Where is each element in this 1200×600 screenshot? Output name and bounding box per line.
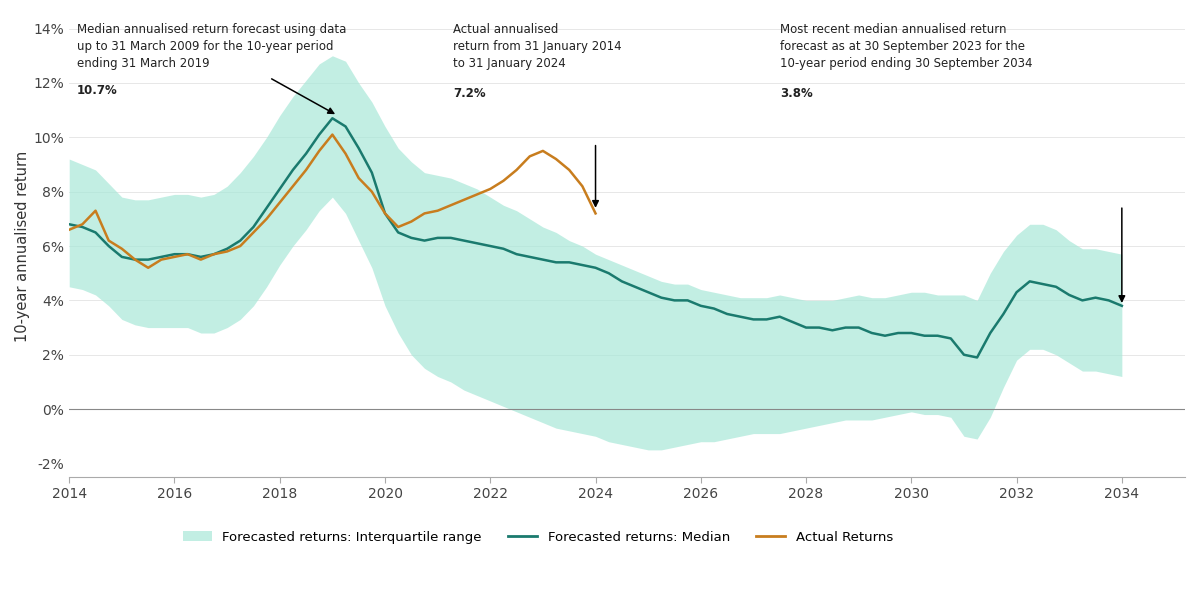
Text: 3.8%: 3.8% [780, 87, 812, 100]
Actual Returns [246, 229, 260, 236]
Line: Actual Returns: Actual Returns [70, 134, 595, 268]
Actual Returns [233, 242, 247, 250]
Actual Returns [365, 188, 379, 195]
Forecasted returns: Median: (2.03e+03, 0.034): Median: (2.03e+03, 0.034) [733, 313, 748, 320]
Actual Returns [535, 147, 550, 154]
Forecasted returns: Median: (2.01e+03, 0.068): Median: (2.01e+03, 0.068) [62, 221, 77, 228]
Actual Returns [299, 166, 313, 173]
Actual Returns [220, 248, 234, 255]
Actual Returns [470, 191, 485, 198]
Actual Returns [154, 256, 168, 263]
Y-axis label: 10-year annualised return: 10-year annualised return [14, 151, 30, 341]
Actual Returns [509, 166, 523, 173]
Actual Returns [312, 147, 326, 154]
Forecasted returns: Median: (2.03e+03, 0.019): Median: (2.03e+03, 0.019) [970, 354, 984, 361]
Actual Returns [193, 256, 208, 263]
Actual Returns [115, 245, 130, 253]
Forecasted returns: Median: (2.02e+03, 0.107): Median: (2.02e+03, 0.107) [325, 115, 340, 122]
Text: Most recent median annualised return
forecast as at 30 September 2023 for the
10: Most recent median annualised return for… [780, 23, 1032, 70]
Actual Returns [497, 177, 511, 184]
Actual Returns [484, 185, 498, 193]
Actual Returns [391, 223, 406, 230]
Forecasted returns: Median: (2.03e+03, 0.038): Median: (2.03e+03, 0.038) [1115, 302, 1129, 310]
Line: Forecasted returns: Median: Forecasted returns: Median [70, 118, 1122, 358]
Text: 10.7%: 10.7% [77, 85, 118, 97]
Actual Returns [418, 210, 432, 217]
Actual Returns [404, 218, 419, 225]
Actual Returns [89, 207, 103, 214]
Forecasted returns: Median: (2.03e+03, 0.046): Median: (2.03e+03, 0.046) [1036, 280, 1050, 287]
Actual Returns [522, 153, 536, 160]
Actual Returns [76, 221, 90, 228]
Actual Returns [457, 196, 472, 203]
Legend: Forecasted returns: Interquartile range, Forecasted returns: Median, Actual Retu: Forecasted returns: Interquartile range,… [178, 526, 899, 549]
Text: Median annualised return forecast using data
up to 31 March 2009 for the 10-year: Median annualised return forecast using … [77, 23, 347, 70]
Actual Returns [352, 175, 366, 182]
Actual Returns [167, 253, 181, 260]
Actual Returns [575, 182, 589, 190]
Actual Returns [180, 251, 194, 258]
Actual Returns [259, 215, 274, 223]
Actual Returns [272, 199, 287, 206]
Actual Returns [102, 237, 116, 244]
Actual Returns [378, 210, 392, 217]
Forecasted returns: Median: (2.03e+03, 0.03): Median: (2.03e+03, 0.03) [852, 324, 866, 331]
Text: 7.2%: 7.2% [454, 87, 486, 100]
Text: Actual annualised
return from 31 January 2014
to 31 January 2024: Actual annualised return from 31 January… [454, 23, 622, 70]
Actual Returns [562, 166, 576, 173]
Actual Returns [338, 150, 353, 157]
Actual Returns [444, 202, 458, 209]
Actual Returns [128, 256, 143, 263]
Actual Returns [325, 131, 340, 138]
Actual Returns [431, 207, 445, 214]
Actual Returns [206, 251, 221, 258]
Actual Returns [62, 226, 77, 233]
Forecasted returns: Median: (2.03e+03, 0.041): Median: (2.03e+03, 0.041) [654, 294, 668, 301]
Actual Returns [548, 155, 563, 163]
Forecasted returns: Median: (2.03e+03, 0.035): Median: (2.03e+03, 0.035) [996, 310, 1010, 317]
Actual Returns [140, 264, 155, 271]
Actual Returns [286, 182, 300, 190]
Actual Returns [588, 210, 602, 217]
Forecasted returns: Median: (2.03e+03, 0.027): Median: (2.03e+03, 0.027) [930, 332, 944, 340]
